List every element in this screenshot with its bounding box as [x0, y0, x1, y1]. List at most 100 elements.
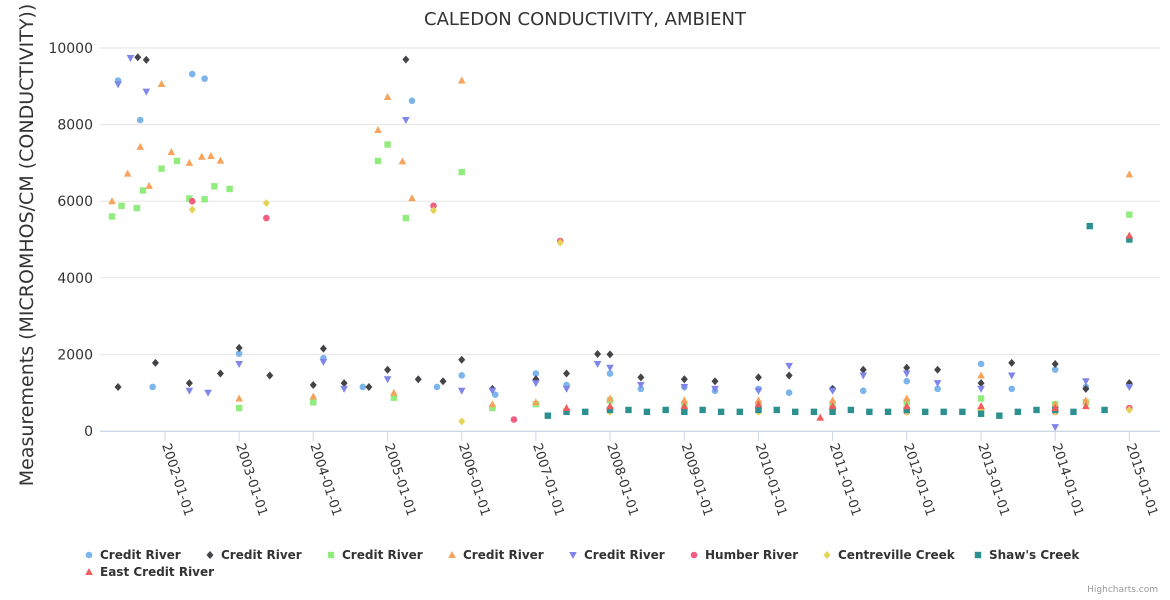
data-point[interactable] [457, 387, 466, 395]
data-point[interactable] [216, 369, 224, 378]
data-point[interactable] [902, 394, 911, 402]
data-point[interactable] [711, 377, 719, 386]
legend-item[interactable]: Credit River [568, 546, 665, 564]
data-point[interactable] [1008, 358, 1016, 367]
legend-item[interactable]: Credit River [447, 546, 544, 564]
data-point[interactable] [859, 372, 868, 380]
data-point[interactable] [785, 389, 793, 397]
legend-item[interactable]: Credit River [326, 546, 423, 564]
data-point[interactable] [123, 169, 132, 177]
data-point[interactable] [488, 387, 497, 395]
data-point[interactable] [933, 380, 942, 388]
data-point[interactable] [211, 183, 218, 190]
data-point[interactable] [186, 195, 193, 202]
data-point[interactable] [754, 373, 762, 382]
legend-item[interactable]: Credit River [84, 546, 181, 564]
data-point[interactable] [1051, 424, 1059, 432]
data-point[interactable] [149, 383, 156, 391]
data-point[interactable] [606, 402, 614, 410]
data-point[interactable] [1007, 372, 1016, 380]
data-point[interactable] [133, 204, 140, 212]
data-point[interactable] [884, 408, 892, 416]
data-point[interactable] [680, 375, 688, 384]
data-point[interactable] [458, 168, 465, 176]
data-point[interactable] [828, 396, 837, 404]
data-point[interactable] [717, 408, 725, 416]
data-point[interactable] [903, 406, 910, 414]
data-point[interactable] [433, 383, 441, 391]
data-point[interactable] [1125, 231, 1134, 239]
data-point[interactable] [374, 157, 382, 165]
data-point[interactable] [977, 410, 985, 417]
data-point[interactable] [532, 398, 540, 406]
data-point[interactable] [643, 408, 651, 416]
data-point[interactable] [582, 408, 589, 416]
data-point[interactable] [383, 93, 392, 101]
data-point[interactable] [1125, 405, 1133, 414]
data-point[interactable] [606, 394, 614, 402]
data-point[interactable] [859, 387, 867, 395]
data-point[interactable] [266, 371, 274, 380]
data-point[interactable] [235, 404, 243, 412]
data-point[interactable] [785, 371, 793, 380]
data-point[interactable] [408, 97, 416, 105]
data-point[interactable] [1101, 406, 1108, 414]
data-point[interactable] [402, 117, 410, 125]
data-point[interactable] [429, 206, 437, 215]
data-point[interactable] [188, 197, 196, 205]
data-point[interactable] [1051, 359, 1059, 368]
data-point[interactable] [940, 408, 947, 416]
data-point[interactable] [977, 402, 985, 410]
data-point[interactable] [594, 350, 602, 359]
data-point[interactable] [662, 406, 669, 414]
data-point[interactable] [681, 408, 688, 416]
data-point[interactable] [934, 365, 942, 374]
data-point[interactable] [903, 363, 911, 372]
data-point[interactable] [562, 404, 571, 412]
data-point[interactable] [398, 157, 407, 165]
legend-item[interactable]: Centreville Creek [822, 546, 955, 564]
data-point[interactable] [606, 350, 614, 359]
data-point[interactable] [828, 402, 837, 410]
data-point[interactable] [188, 70, 196, 78]
data-point[interactable] [207, 152, 215, 160]
data-point[interactable] [736, 408, 743, 416]
data-point[interactable] [625, 406, 632, 414]
data-point[interactable] [785, 362, 793, 370]
data-point[interactable] [458, 355, 466, 364]
data-point[interactable] [754, 400, 763, 408]
data-point[interactable] [158, 165, 165, 172]
data-point[interactable] [563, 369, 571, 378]
data-point[interactable] [235, 360, 243, 368]
data-point[interactable] [754, 396, 763, 404]
data-point[interactable] [792, 408, 799, 416]
data-point[interactable] [1125, 170, 1134, 178]
data-point[interactable] [408, 194, 416, 202]
data-point[interactable] [902, 370, 911, 378]
data-point[interactable] [1082, 378, 1090, 386]
data-point[interactable] [439, 377, 447, 386]
data-point[interactable] [108, 197, 116, 205]
data-point[interactable] [977, 395, 985, 402]
data-point[interactable] [145, 181, 153, 189]
data-point[interactable] [532, 370, 540, 377]
data-point[interactable] [606, 370, 614, 377]
data-point[interactable] [828, 387, 837, 395]
data-point[interactable] [457, 76, 466, 84]
data-point[interactable] [977, 360, 985, 368]
data-point[interactable] [134, 53, 142, 62]
data-point[interactable] [680, 383, 689, 391]
data-point[interactable] [1125, 383, 1134, 391]
data-point[interactable] [1008, 385, 1016, 393]
data-point[interactable] [903, 377, 911, 385]
data-point[interactable] [458, 417, 466, 426]
legend-item[interactable]: Shaw's Creek [973, 546, 1079, 564]
data-point[interactable] [711, 385, 719, 393]
data-point[interactable] [216, 156, 225, 164]
data-point[interactable] [1014, 408, 1022, 416]
data-point[interactable] [136, 116, 144, 124]
legend-item[interactable]: Humber River [689, 546, 798, 564]
data-point[interactable] [755, 406, 762, 414]
data-point[interactable] [816, 413, 825, 421]
data-point[interactable] [262, 199, 270, 208]
